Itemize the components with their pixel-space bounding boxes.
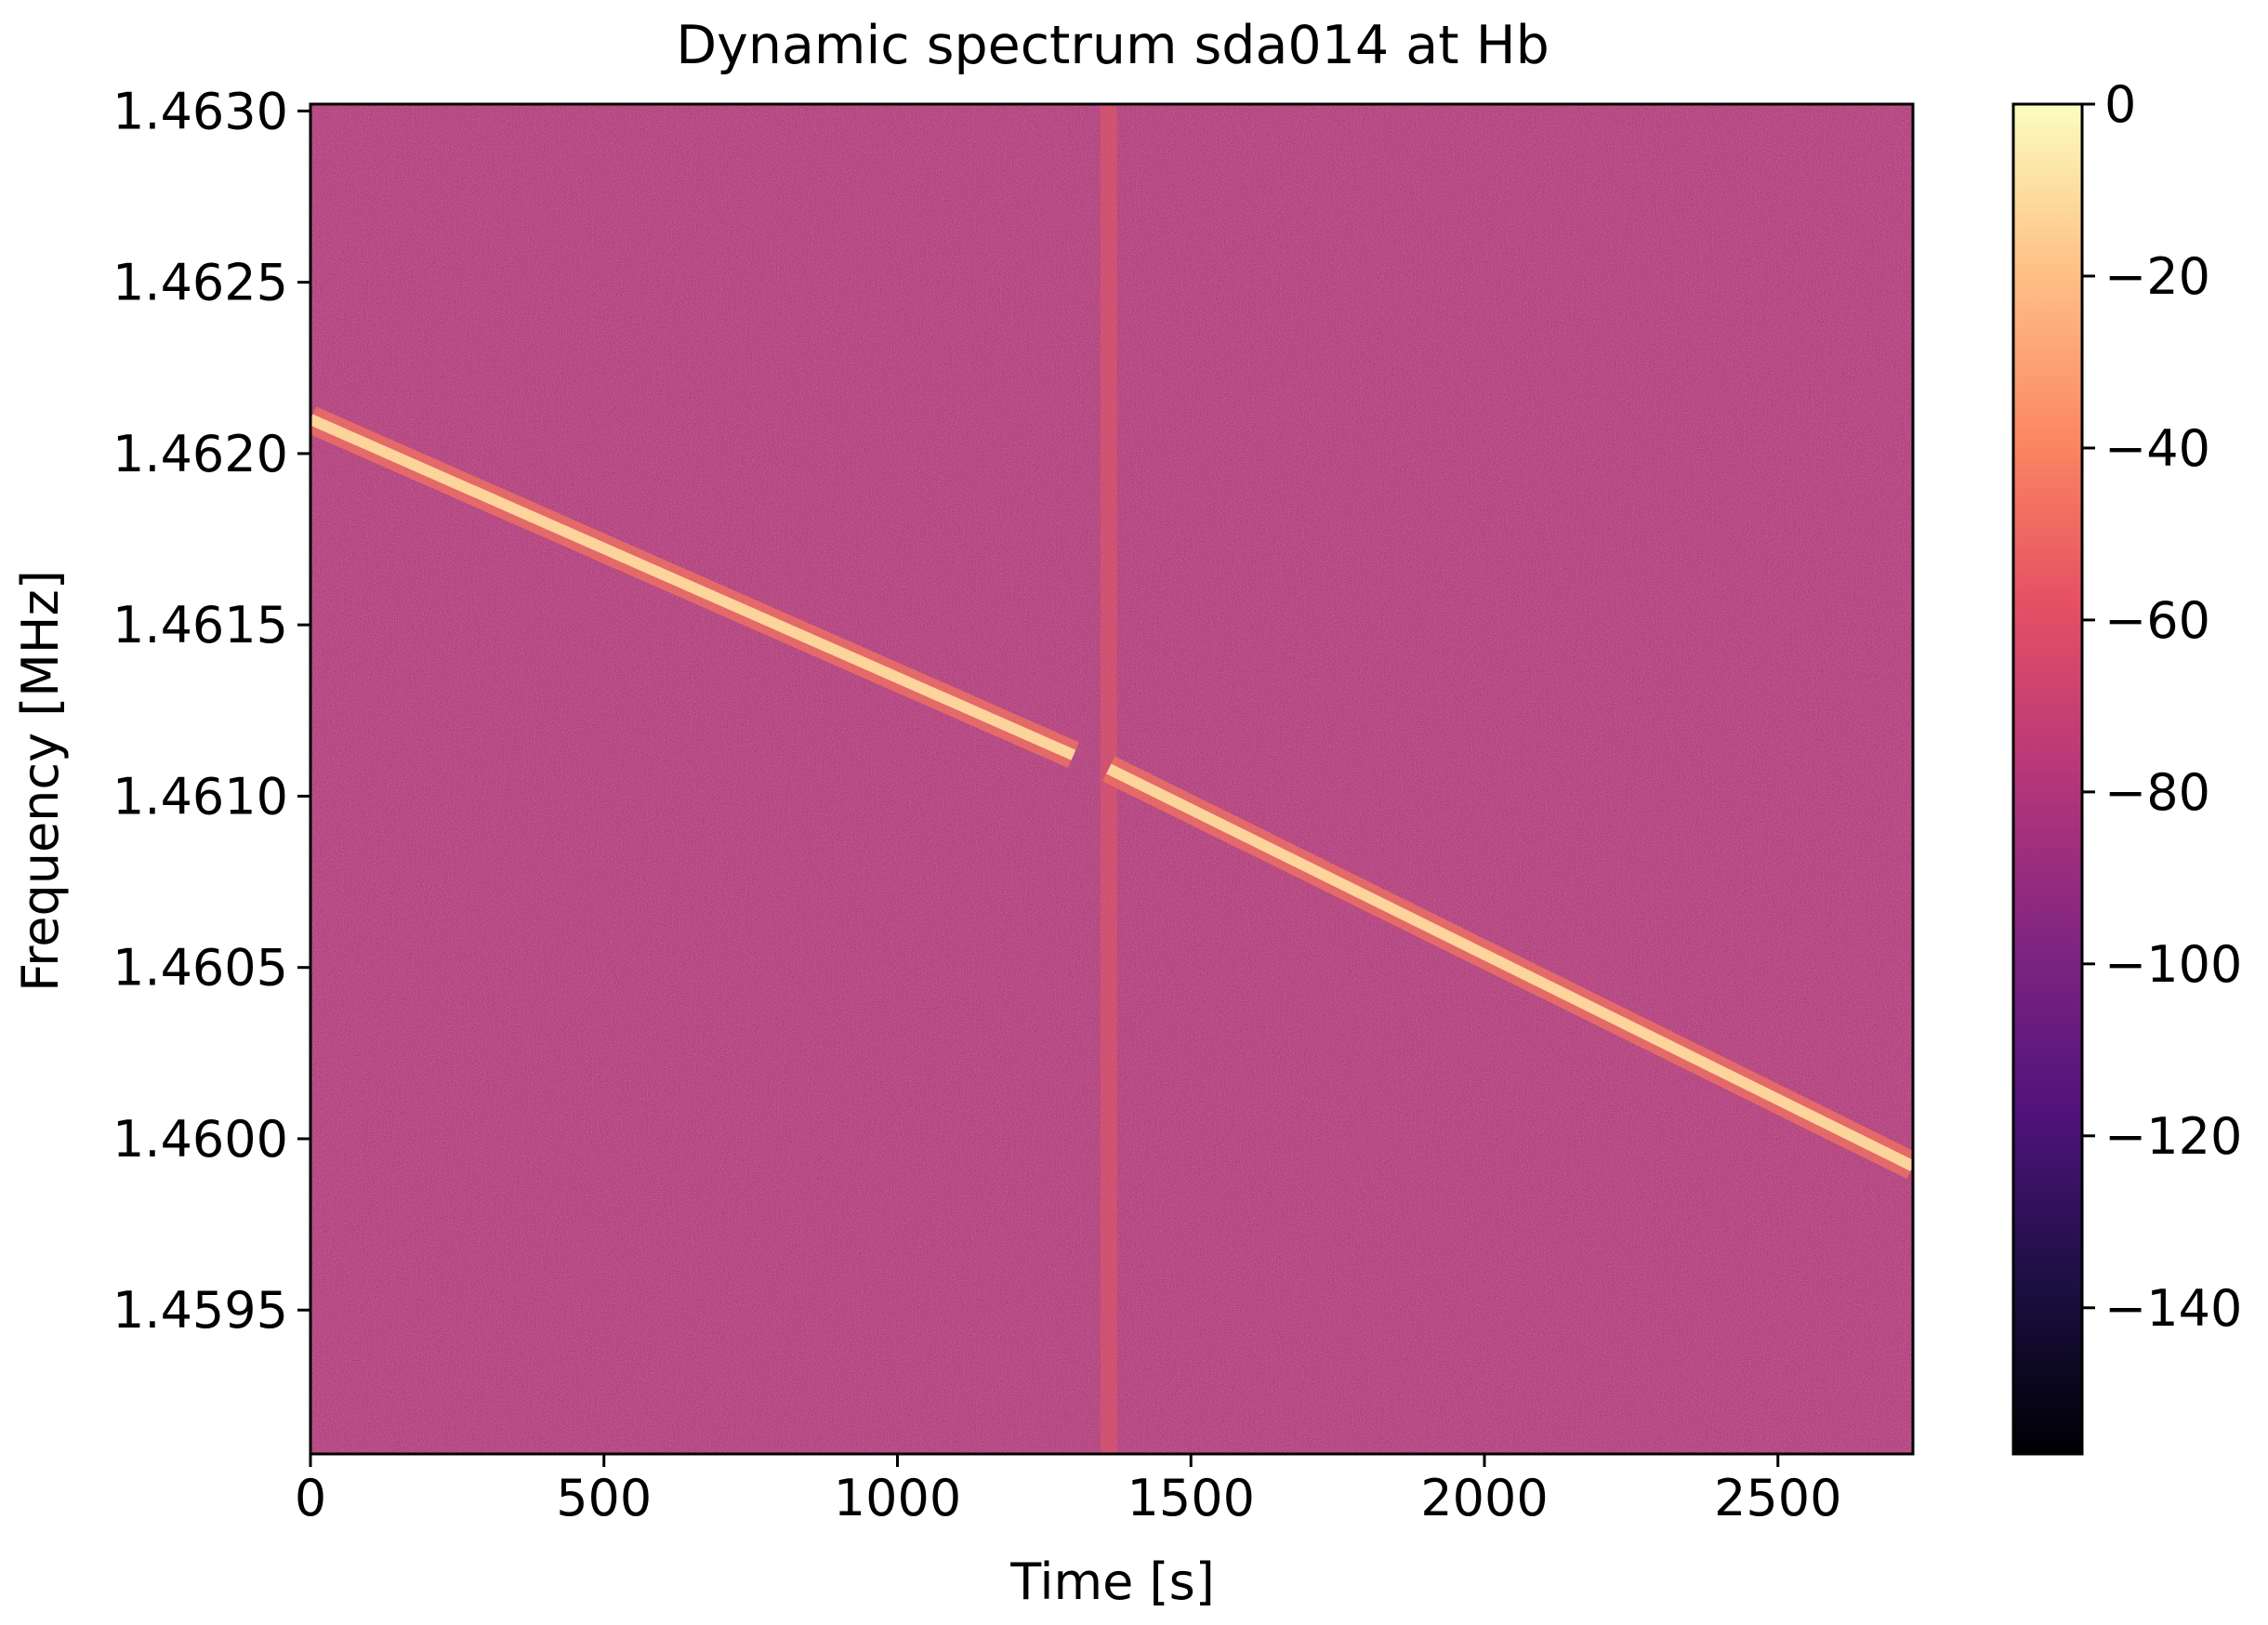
colorbar-tick-label: −80 [2104,763,2210,822]
y-tick-label: 1.4610 [112,767,288,826]
colorbar [2011,102,2084,1456]
colorbar-tick-label: −20 [2104,247,2210,306]
y-tick-label: 1.4605 [112,939,288,997]
x-tick-label: 2500 [1714,1469,1841,1527]
colorbar-tick-label: −40 [2104,419,2210,478]
colorbar-tick-label: −100 [2104,935,2242,994]
signal-trace-1 [1106,763,1913,1171]
y-tick-label: 1.4615 [112,596,288,654]
y-tick-label: 1.4600 [112,1110,288,1169]
x-tick-label: 500 [556,1469,652,1527]
x-tick-label: 2000 [1420,1469,1548,1527]
y-axis-label: Frequency [MHz] [11,570,70,992]
chart-title: Dynamic spectrum sda014 at Hb [676,15,1549,76]
y-tick-label: 1.4630 [112,82,288,140]
x-tick-label: 1000 [834,1469,961,1527]
colorbar-tick-label: 0 [2104,75,2136,134]
signal-trace-0 [310,414,1076,760]
x-axis-ticks: 0 500 1000 1500 2000 2500 [295,1454,1841,1527]
x-tick-label: 0 [295,1469,326,1527]
x-axis-label: Time [s] [1009,1552,1215,1611]
x-tick-label: 1500 [1127,1469,1255,1527]
plot-area [310,104,1913,1454]
colorbar-tick-label: −140 [2104,1279,2242,1338]
plot-frame [309,102,1915,1456]
colorbar-tick-label: −120 [2104,1107,2242,1166]
y-tick-label: 1.4595 [112,1281,288,1340]
y-axis-ticks: 1.4595 1.4600 1.4605 1.4610 1.4615 1.4620 1.46… [112,82,310,1340]
colorbar-tick-label: −60 [2104,591,2210,650]
colorbar-ticks: 0 −20 −40 −60 −80 −100 −120 −140 [2082,75,2242,1338]
y-tick-label: 1.4625 [112,254,288,312]
signal-traces [310,406,1913,1179]
y-tick-label: 1.4620 [112,425,288,483]
